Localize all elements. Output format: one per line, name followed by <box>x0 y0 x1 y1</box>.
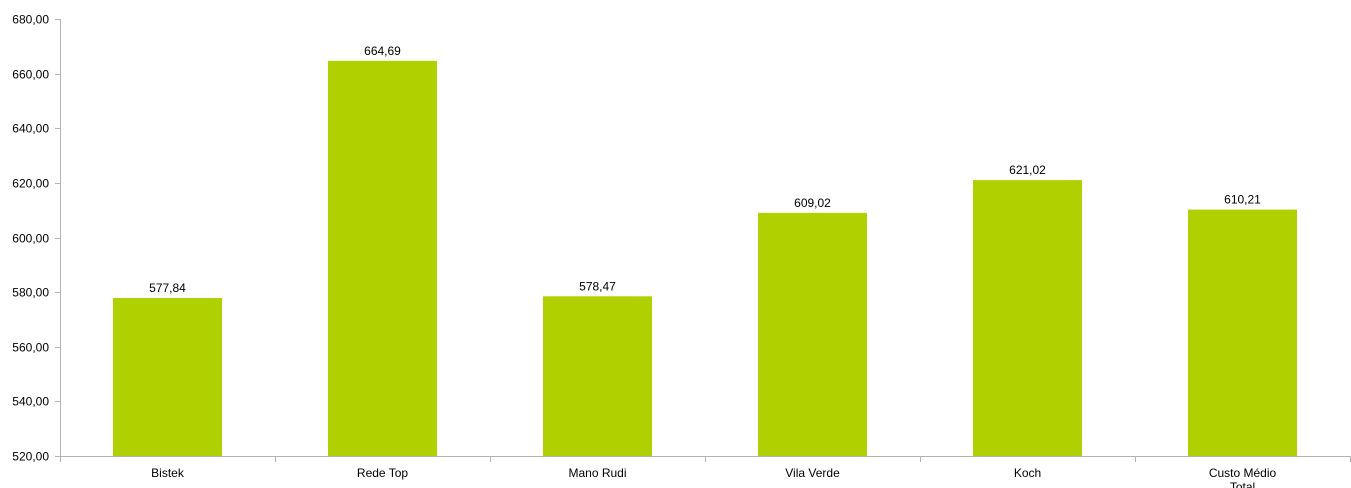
y-axis: 520,00 540,00 560,00 580,00 600,00 620,00 640,… <box>12 13 61 464</box>
y-tick-label: 520,00 <box>12 450 49 464</box>
data-label: 610,21 <box>1224 193 1261 207</box>
y-tick-label: 620,00 <box>12 177 49 191</box>
data-label: 609,02 <box>794 196 831 210</box>
data-label: 577,84 <box>149 281 186 295</box>
y-tick-label: 580,00 <box>12 286 49 300</box>
bar <box>113 298 222 456</box>
value-labels: 577,84 664,69 578,47 609,02 621,02 610,21 <box>149 44 1261 295</box>
x-tick-label: Koch <box>1014 466 1041 480</box>
x-axis: Bistek Rede Top Mano Rudi Vila Verde Koch Cus… <box>60 456 1351 488</box>
bar <box>543 296 652 456</box>
bars <box>113 60 1297 457</box>
y-tick-label: 640,00 <box>12 122 49 136</box>
x-tick-label: Custo Médio Total <box>1209 466 1277 488</box>
x-tick-label: Rede Top <box>357 466 408 480</box>
bar <box>328 60 437 457</box>
y-tick-label: 540,00 <box>12 395 49 409</box>
data-label: 578,47 <box>579 279 616 293</box>
x-tick-label: Bistek <box>151 466 185 480</box>
x-tick-label: Mano Rudi <box>568 466 626 480</box>
data-label: 664,69 <box>364 44 401 58</box>
bar <box>973 180 1082 457</box>
data-label: 621,02 <box>1009 163 1046 177</box>
bar <box>758 212 867 456</box>
x-tick-label: Vila Verde <box>785 466 840 480</box>
y-tick-label: 680,00 <box>12 13 49 27</box>
bar <box>1188 209 1297 456</box>
y-tick-label: 660,00 <box>12 68 49 82</box>
y-tick-label: 560,00 <box>12 341 49 355</box>
y-tick-label: 600,00 <box>12 232 49 246</box>
